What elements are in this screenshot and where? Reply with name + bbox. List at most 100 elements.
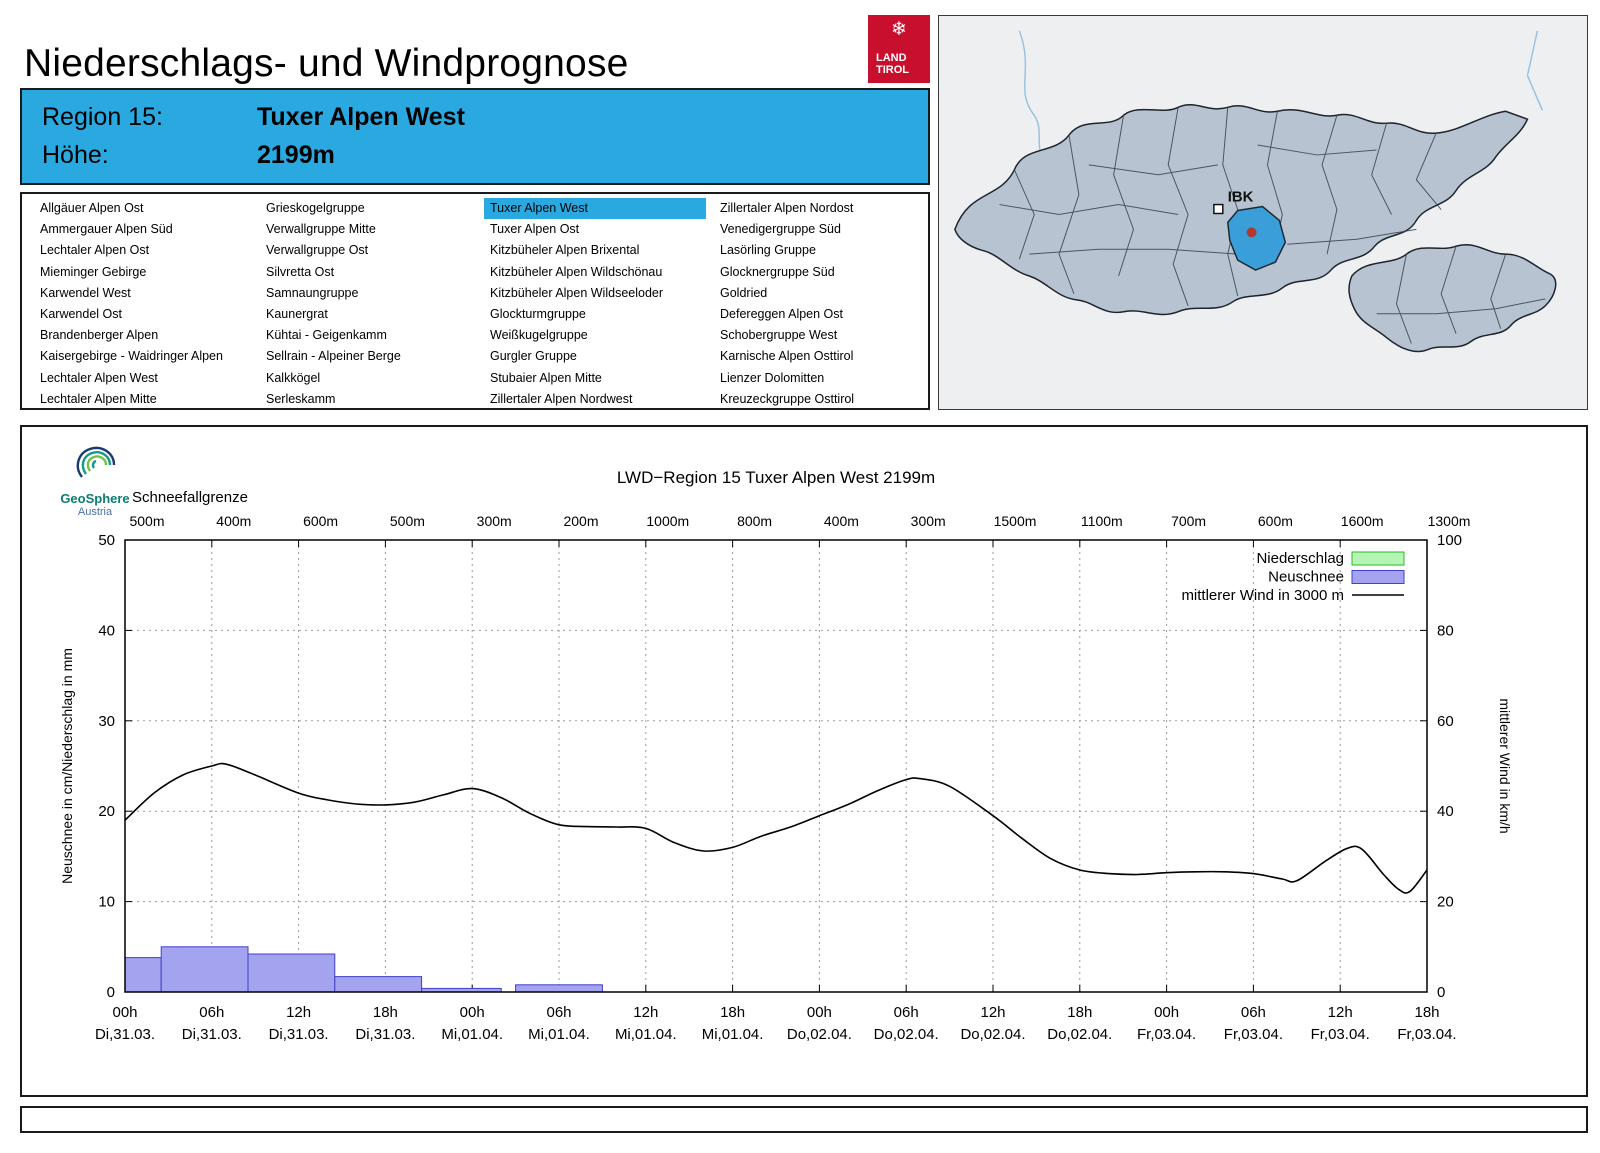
neuschnee-bar xyxy=(160,946,249,993)
x-tick-time: 18h xyxy=(1067,1004,1092,1021)
selected-region-shape[interactable] xyxy=(1226,205,1287,271)
region-list-item[interactable]: Lechtaler Alpen West xyxy=(40,370,158,385)
region-list-item[interactable]: Lienzer Dolomitten xyxy=(720,370,825,385)
river-line xyxy=(1018,30,1045,164)
wind-line xyxy=(124,762,1428,894)
legend-swatch-box xyxy=(1351,551,1405,566)
x-tick-date: Mi,01.04. xyxy=(615,1026,677,1043)
y-tick-left: 10 xyxy=(98,894,115,911)
region-list-item[interactable]: Stubaier Alpen Mitte xyxy=(490,370,602,385)
region-list-item[interactable]: Brandenberger Alpen xyxy=(40,328,159,343)
x-tick-date: Do,02.04. xyxy=(787,1026,852,1043)
region-list-item[interactable]: Lechtaler Alpen Mitte xyxy=(40,391,157,406)
region-list-item[interactable]: Tuxer Alpen Ost xyxy=(490,222,580,237)
region-list-item[interactable]: Weißkugelgruppe xyxy=(490,328,588,343)
region-list-item[interactable]: Glocknergruppe Süd xyxy=(720,264,835,279)
schneefallgrenze-label: Schneefallgrenze xyxy=(132,489,248,506)
x-tick-date: Mi,01.04. xyxy=(441,1026,503,1043)
region-info-box: Region 15: Tuxer Alpen West Höhe: 2199m xyxy=(20,88,930,185)
region-list-item[interactable]: Karwendel Ost xyxy=(40,307,122,322)
region-list-item[interactable]: Ammergauer Alpen Süd xyxy=(40,222,173,237)
x-tick-date: Mi,01.04. xyxy=(702,1026,764,1043)
plot-frame xyxy=(124,539,1428,993)
neuschnee-bar xyxy=(334,976,423,993)
y-tick-left: 40 xyxy=(98,622,115,639)
region-list-item[interactable]: Samnaungruppe xyxy=(266,285,359,300)
district-borders xyxy=(999,107,1546,344)
ibk-marker xyxy=(1213,203,1224,215)
x-tick-time: 00h xyxy=(807,1004,832,1021)
schneefallgrenze-value: 600m xyxy=(303,513,338,529)
x-tick-time: 12h xyxy=(633,1004,658,1021)
region-list-item[interactable]: Kalkkögel xyxy=(266,370,321,385)
region-list-item[interactable]: Schobergruppe West xyxy=(720,328,838,343)
river-line xyxy=(1526,30,1544,111)
x-tick-date: Fr,03.04. xyxy=(1397,1026,1456,1043)
snowflake-icon: ❄ xyxy=(891,19,907,40)
region-list-item[interactable]: Kreuzeckgruppe Osttirol xyxy=(720,391,855,406)
x-tick-date: Do,02.04. xyxy=(874,1026,939,1043)
region-list-item[interactable]: Kitzbüheler Alpen Brixental xyxy=(490,243,640,258)
y-tick-right: 40 xyxy=(1437,803,1454,820)
neuschnee-bar xyxy=(515,984,603,993)
altitude-value: 2199m xyxy=(257,141,335,170)
region-list-item[interactable]: Serleskamm xyxy=(266,391,336,406)
geosphere-logo-icon xyxy=(76,446,116,478)
region-label: Region 15: xyxy=(42,102,163,131)
region-list-item[interactable]: Kaunergrat xyxy=(266,307,328,322)
x-tick-date: Do,02.04. xyxy=(1047,1026,1112,1043)
footer-box xyxy=(20,1106,1588,1133)
region-list-item[interactable]: Kitzbüheler Alpen Wildseeloder xyxy=(490,285,664,300)
region-list-item[interactable]: Verwallgruppe Ost xyxy=(266,243,369,258)
region-list-item[interactable]: Kühtai - Geigenkamm xyxy=(266,328,387,343)
region-list-item[interactable]: Gurgler Gruppe xyxy=(490,349,577,364)
geosphere-sub: Austria xyxy=(77,506,113,519)
schneefallgrenze-value: 700m xyxy=(1171,513,1206,529)
x-tick-date: Di,31.03. xyxy=(269,1026,329,1043)
x-tick-date: Di,31.03. xyxy=(95,1026,155,1043)
y-tick-left: 0 xyxy=(107,984,115,1001)
region-list-item[interactable]: Zillertaler Alpen Nordwest xyxy=(490,391,633,406)
region-list-item[interactable]: Goldried xyxy=(720,285,768,300)
x-tick-time: 18h xyxy=(1414,1004,1439,1021)
x-tick-date: Di,31.03. xyxy=(182,1026,242,1043)
schneefallgrenze-value: 1600m xyxy=(1341,513,1384,529)
land-tirol-logo: ❄ LAND TIROL xyxy=(868,15,930,83)
region-list-column: Grieskogelgruppe Verwallgruppe Mitte Verwa… xyxy=(260,198,484,410)
region-list-item[interactable]: Lechtaler Alpen Ost xyxy=(40,243,150,258)
schneefallgrenze-value: 600m xyxy=(1258,513,1293,529)
x-tick-time: 00h xyxy=(112,1004,137,1021)
region-list-item-selected[interactable]: Tuxer Alpen West xyxy=(484,198,706,220)
region-list-item[interactable]: Silvretta Ost xyxy=(266,264,335,279)
schneefallgrenze-value: 1100m xyxy=(1081,513,1123,529)
y-tick-right: 60 xyxy=(1437,713,1454,730)
schneefallgrenze-value: 500m xyxy=(390,513,425,529)
region-list-item[interactable]: Venedigergruppe Süd xyxy=(720,222,841,237)
region-list-item[interactable]: Kitzbüheler Alpen Wildschönau xyxy=(490,264,663,279)
ibk-label: IBK xyxy=(1228,190,1254,206)
region-list-item[interactable]: Sellrain - Alpeiner Berge xyxy=(266,349,401,364)
region-list-item[interactable]: Allgäuer Alpen Ost xyxy=(40,201,144,215)
schneefallgrenze-value: 200m xyxy=(563,513,598,529)
region-list-item[interactable]: Karnische Alpen Osttirol xyxy=(720,349,854,364)
map-svg: IBK xyxy=(939,16,1586,408)
region-value: Tuxer Alpen West xyxy=(257,102,465,131)
region-list-item[interactable]: Defereggen Alpen Ost xyxy=(720,307,843,322)
region-list-item[interactable]: Mieminger Gebirge xyxy=(40,264,147,279)
legend-label: Neuschnee xyxy=(1268,569,1344,586)
region-list-column: Tuxer Alpen West Tuxer Alpen Ost Kitzbühel… xyxy=(484,198,714,410)
geosphere-logo: GeoSphere Austria xyxy=(50,443,140,519)
region-list-item[interactable]: Kaisergebirge - Waidringer Alpen xyxy=(40,349,223,364)
y-tick-left: 30 xyxy=(98,713,115,730)
x-tick-time: 00h xyxy=(460,1004,485,1021)
chart-title: LWD−Region 15 Tuxer Alpen West 2199m xyxy=(617,468,935,487)
schneefallgrenze-value: 400m xyxy=(216,513,251,529)
region-list-item[interactable]: Glockturmgruppe xyxy=(490,307,586,322)
x-tick-date: Fr,03.04. xyxy=(1224,1026,1283,1043)
region-list-item[interactable]: Lasörling Gruppe xyxy=(720,243,816,258)
region-list-item[interactable]: Grieskogelgruppe xyxy=(266,201,365,215)
region-list-item[interactable]: Verwallgruppe Mitte xyxy=(266,222,376,237)
region-list-item[interactable]: Zillertaler Alpen Nordost xyxy=(720,201,854,215)
region-list-item[interactable]: Karwendel West xyxy=(40,285,131,300)
schneefallgrenze-value: 800m xyxy=(737,513,772,529)
